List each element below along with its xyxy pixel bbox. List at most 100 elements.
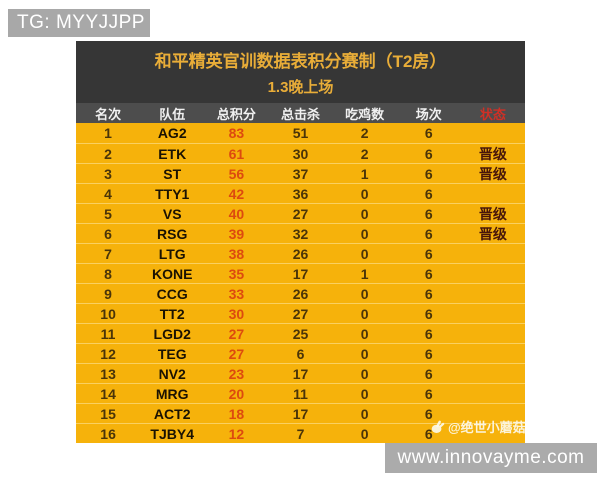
table-row: 15 ACT2 18 17 0 6: [76, 403, 525, 423]
cell-matches: 6: [424, 185, 433, 202]
cell-chickens: 0: [360, 185, 369, 202]
cell-kills: 26: [292, 245, 309, 262]
table-row: 6 RSG 39 32 0 6 晋级: [76, 223, 525, 243]
cell-rank: 10: [100, 305, 116, 322]
cell-points: 27: [228, 325, 245, 342]
cell-status: 晋级: [478, 145, 507, 162]
cell-points: 27: [228, 345, 245, 362]
cell-team: NV2: [158, 365, 186, 382]
column-header-matches: 场次: [415, 106, 442, 122]
cell-matches: 6: [424, 145, 433, 162]
column-header-rank: 名次: [95, 106, 122, 122]
cell-points: 23: [228, 365, 245, 382]
cell-chickens: 0: [360, 405, 369, 422]
cell-kills: 36: [292, 185, 309, 202]
cell-kills: 27: [292, 205, 309, 222]
cell-chickens: 0: [360, 385, 369, 402]
table-row: 9 CCG 33 26 0 6: [76, 283, 525, 303]
cell-matches: 6: [424, 405, 433, 422]
cell-points: 18: [228, 405, 245, 422]
cell-matches: 6: [424, 425, 433, 442]
cell-rank: 15: [100, 405, 116, 422]
cell-team: AG2: [157, 125, 187, 141]
cell-chickens: 0: [360, 205, 369, 222]
cell-kills: 17: [292, 405, 309, 422]
board-header: 和平精英官训数据表积分赛制（T2房） 1.3晚上场: [76, 41, 525, 103]
cell-rank: 1: [104, 125, 112, 141]
cell-rank: 7: [104, 245, 112, 262]
table-row: 11 LGD2 27 25 0 6: [76, 323, 525, 343]
cell-team: CCG: [156, 285, 188, 302]
cell-chickens: 0: [360, 365, 369, 382]
cell-rank: 16: [100, 425, 116, 442]
cell-team: ACT2: [153, 405, 191, 422]
cell-kills: 7: [296, 425, 305, 442]
column-header-row: 名次 队伍 总积分 总击杀 吃鸡数 场次 状态: [76, 103, 525, 123]
cell-points: 35: [228, 265, 245, 282]
scoreboard: 和平精英官训数据表积分赛制（T2房） 1.3晚上场 名次 队伍 总积分 总击杀 …: [76, 41, 525, 443]
cell-rank: 4: [104, 185, 112, 202]
cell-rank: 9: [104, 285, 112, 302]
cell-matches: 6: [424, 385, 433, 402]
cell-matches: 6: [424, 165, 433, 182]
cell-kills: 11: [293, 385, 308, 402]
cell-rank: 12: [100, 345, 116, 362]
table-row: 2 ETK 61 30 2 6 晋级: [76, 143, 525, 163]
cell-kills: 51: [292, 125, 309, 141]
watermark-text: @绝世小蘑菇: [448, 420, 526, 435]
telegram-badge: TG: MYYJJPP: [8, 9, 150, 37]
column-header-chickens: 吃鸡数: [345, 106, 385, 122]
cell-rank: 3: [104, 165, 112, 182]
cell-points: 83: [228, 125, 245, 141]
cell-chickens: 0: [360, 225, 369, 242]
table-row: 1 AG2 83 51 2 6: [76, 123, 525, 143]
website-bar: www.innovayme.com: [385, 443, 597, 473]
table-row: 12 TEG 27 6 0 6: [76, 343, 525, 363]
cell-points: 30: [228, 305, 245, 322]
cell-status: 晋级: [478, 165, 507, 182]
cell-chickens: 0: [360, 305, 369, 322]
table-row: 4 TTY1 42 36 0 6: [76, 183, 525, 203]
hand-gesture-icon: [430, 419, 445, 434]
cell-points: 56: [228, 165, 245, 182]
cell-team: MRG: [155, 385, 189, 402]
cell-chickens: 0: [360, 285, 369, 302]
cell-team: TTY1: [155, 185, 190, 202]
cell-kills: 26: [292, 285, 309, 302]
column-header-team: 队伍: [159, 106, 186, 122]
cell-chickens: 0: [360, 245, 369, 262]
board-subtitle: 1.3晚上场: [267, 79, 334, 96]
cell-points: 42: [228, 185, 245, 202]
table-row: 10 TT2 30 27 0 6: [76, 303, 525, 323]
cell-matches: 6: [424, 225, 433, 242]
cell-kills: 25: [292, 325, 309, 342]
cell-team: TEG: [157, 345, 187, 362]
table-row: 5 VS 40 27 0 6 晋级: [76, 203, 525, 223]
cell-points: 38: [228, 245, 245, 262]
cell-points: 12: [228, 425, 245, 442]
cell-rank: 5: [104, 205, 112, 222]
cell-kills: 6: [296, 345, 305, 362]
column-header-kills: 总击杀: [280, 106, 320, 122]
cell-chickens: 2: [360, 125, 369, 141]
cell-kills: 17: [292, 265, 309, 282]
cell-chickens: 2: [360, 145, 369, 162]
cell-rank: 8: [104, 265, 112, 282]
cell-points: 39: [228, 225, 245, 242]
cell-chickens: 1: [360, 265, 369, 282]
cell-team: TJBY4: [150, 425, 194, 442]
cell-chickens: 0: [360, 325, 369, 342]
cell-rank: 2: [104, 145, 112, 162]
cell-matches: 6: [424, 345, 433, 362]
cell-team: LTG: [158, 245, 186, 262]
cell-kills: 37: [292, 165, 309, 182]
table-row: 8 KONE 35 17 1 6: [76, 263, 525, 283]
cell-points: 20: [228, 385, 245, 402]
cell-chickens: 1: [360, 165, 369, 182]
cell-team: RSG: [157, 225, 188, 242]
cell-team: LGD2: [153, 325, 191, 342]
cell-rank: 14: [100, 385, 116, 402]
cell-team: ETK: [158, 145, 187, 162]
cell-team: KONE: [151, 265, 193, 282]
